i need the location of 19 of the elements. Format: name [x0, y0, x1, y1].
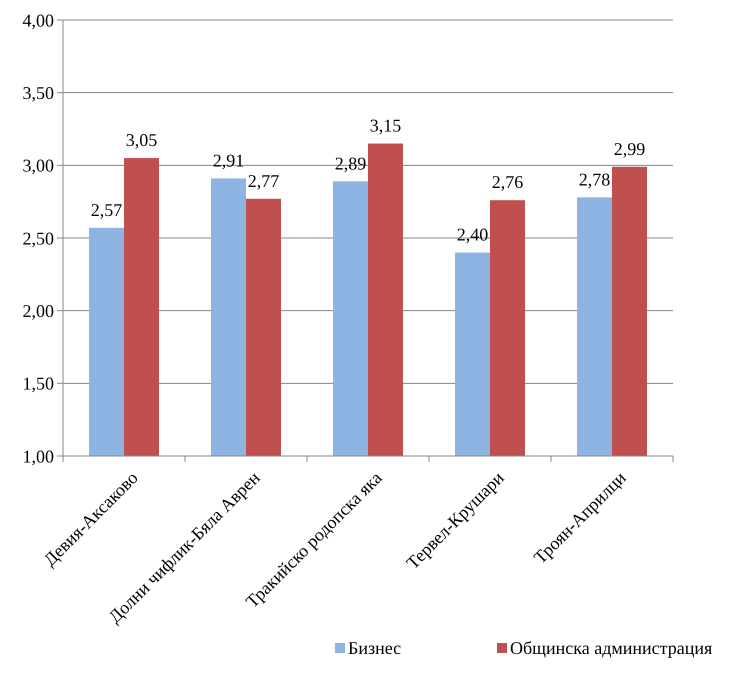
- legend-label: Бизнес: [348, 638, 402, 658]
- data-label: 2,77: [248, 170, 280, 191]
- data-label: 2,89: [334, 153, 366, 174]
- y-tick-label: 3,50: [22, 82, 54, 103]
- data-label: 2,99: [614, 138, 646, 159]
- y-tick-label: 4,00: [22, 10, 54, 30]
- data-label: 2,76: [492, 172, 524, 192]
- y-tick-label: 1,00: [22, 446, 54, 466]
- data-label: 2,40: [456, 224, 488, 245]
- y-tick-label: 2,50: [22, 228, 54, 248]
- y-tick-label: 1,50: [22, 374, 54, 394]
- data-label: 2,91: [212, 150, 244, 170]
- data-label: 3,05: [126, 130, 158, 150]
- data-label: 2,78: [578, 169, 610, 190]
- y-tick-label: 2,00: [22, 300, 54, 321]
- data-label: 3,15: [370, 116, 402, 136]
- y-tick-label: 3,00: [22, 156, 54, 176]
- legend-label: Общинска администрация: [510, 638, 712, 658]
- data-label: 2,57: [90, 200, 122, 220]
